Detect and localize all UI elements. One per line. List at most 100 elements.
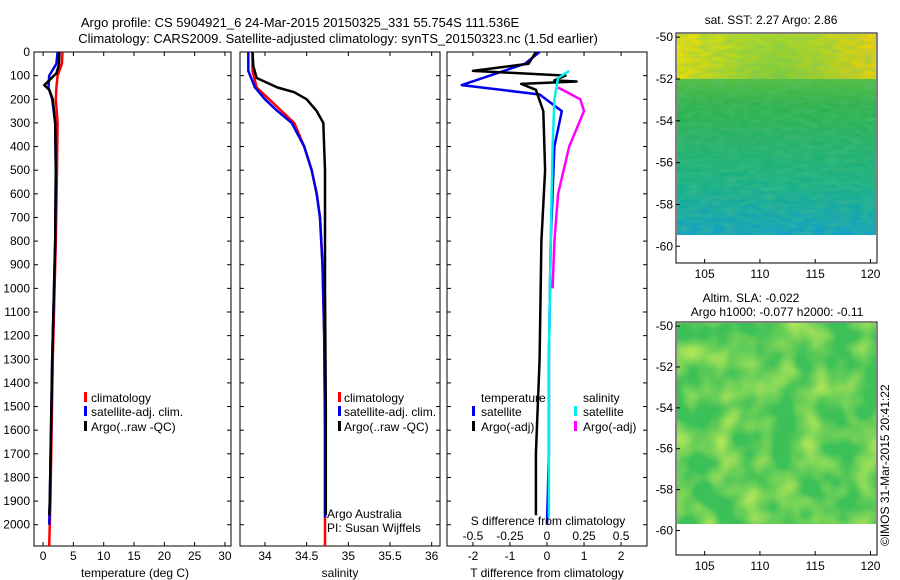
depth-tick-label: 700 (10, 210, 30, 224)
temperature-x-label: temperature (deg C) (81, 566, 189, 580)
series-line (251, 51, 328, 516)
series-line (551, 86, 586, 289)
depth-tick-label: 300 (10, 116, 30, 130)
depth-tick-label: 600 (10, 187, 30, 201)
depth-axis: 0 100 200 300 400 500 600 700 800 900 1000 1100 1200… (3, 45, 231, 532)
x-tick-label: 35.5 (378, 549, 402, 563)
lon-tick-label: 110 (750, 267, 769, 281)
argo-note-line-2: PI: Susan Wijffels (327, 521, 421, 535)
lat-tick-label: -54 (656, 401, 674, 415)
legend-swatch-sal-satellite (574, 406, 577, 416)
depth-tick-label: 1600 (3, 423, 30, 437)
legend-swatch-climatology (338, 392, 341, 402)
lat-tick-label: -58 (656, 197, 674, 211)
depth-tick-label: 500 (10, 163, 30, 177)
sst-field-texture (677, 34, 876, 235)
series-line (471, 51, 578, 516)
x-tick-label: 5 (70, 549, 77, 563)
x-tick-label: 15 (127, 549, 141, 563)
lon-tick-label: 120 (860, 559, 880, 573)
series-line (460, 51, 564, 525)
depth-tick-label: 1200 (3, 329, 30, 343)
sla-map-axes: 105 110 115 120 -50 -52 -54 -56 -58 -60 (656, 319, 881, 573)
legend-swatch-argo (84, 421, 87, 431)
difference-plot-frame (446, 51, 648, 547)
temperature-profile-lines (43, 51, 64, 547)
lon-tick-label: 105 (695, 559, 715, 573)
x-tick-label: 20 (158, 549, 172, 563)
lat-tick-label: -54 (656, 114, 674, 128)
x-tick-label: 0 (544, 549, 551, 563)
depth-tick-label: 1000 (3, 281, 30, 295)
salinity-x-label: salinity (322, 566, 359, 580)
salinity-profile-lines (247, 51, 328, 546)
x-tick-label: -1 (505, 549, 516, 563)
legend-swatch-temp-argo (472, 421, 475, 431)
difference-x-axis: -2 -1 0 1 2 (468, 52, 625, 563)
temperature-x-axis: 0 5 10 15 20 25 30 (40, 52, 232, 563)
x-tick-label: 10 (97, 549, 111, 563)
x-tick-label: 35 (342, 549, 356, 563)
lon-tick-label: 110 (750, 559, 769, 573)
legend-label-climatology: climatology (91, 391, 151, 405)
lat-tick-label: -52 (656, 72, 674, 86)
legend-swatch-temp-satellite (472, 406, 475, 416)
legend-header-temperature: temperature (481, 391, 546, 405)
legend-swatch-satellite (84, 406, 87, 416)
legend-swatch-argo (338, 421, 341, 431)
lat-tick-label: -58 (656, 483, 674, 497)
series-line (547, 69, 570, 518)
temperature-plot-frame (33, 51, 232, 547)
depth-tick-label: 2000 (3, 518, 30, 532)
x-tick-label: 30 (218, 549, 232, 563)
depth-tick-label: 800 (10, 234, 30, 248)
x-tick-label: 36 (425, 549, 439, 563)
depth-tick-label: 0 (23, 45, 30, 59)
sla-field-texture (677, 323, 876, 524)
legend-swatch-satellite (338, 406, 341, 416)
difference-depth-ticks (447, 51, 647, 526)
lat-tick-label: -50 (656, 30, 674, 44)
sla-map-title: Altim. SLA: -0.022 (703, 291, 800, 305)
argo-note-line-1: Argo Australia (327, 507, 402, 521)
legend-header-salinity: salinity (583, 391, 620, 405)
lat-tick-label: -50 (656, 319, 674, 333)
lat-tick-label: -60 (656, 523, 674, 537)
difference-panel: -2 -1 0 1 2 -0.5 -0.25 0 0.25 0.5 temperature sa… (446, 51, 648, 580)
legend-label-temp-satellite: satellite (481, 405, 522, 419)
salinity-x-axis: 34 34.5 35 35.5 36 (258, 52, 439, 563)
s-tick-label: -0.5 (463, 529, 484, 543)
sla-map-panel: Altim. SLA: -0.022 Argo h1000: -0.077 h2… (656, 291, 881, 573)
header-line-2: Climatology: CARS2009. Satellite-adjuste… (78, 31, 598, 46)
depth-tick-label: 1900 (3, 494, 30, 508)
legend-label-satellite: satellite-adj. clim. (344, 405, 436, 419)
depth-tick-label: 1700 (3, 447, 30, 461)
x-tick-label: 34 (258, 549, 272, 563)
legend-swatch-sal-argo (574, 421, 577, 431)
series-line (251, 52, 327, 546)
difference-legend: temperature salinity satellite Argo(-adj… (472, 391, 636, 434)
lat-tick-label: -60 (656, 239, 674, 253)
s-tick-label: 0.25 (572, 529, 596, 543)
legend-label-argo: Argo(..raw -QC) (91, 420, 176, 434)
salinity-plot-frame (239, 51, 441, 547)
depth-tick-label: 200 (10, 92, 30, 106)
header-line-1: Argo profile: CS 5904921_6 24-Mar-2015 2… (81, 15, 520, 30)
difference-profile-lines (460, 51, 586, 525)
x-tick-label: 25 (188, 549, 202, 563)
legend-label-argo: Argo(..raw -QC) (344, 420, 429, 434)
depth-tick-label: 400 (10, 140, 30, 154)
imos-timestamp: ©IMOS 31-Mar-2015 20:41:22 (878, 384, 892, 546)
depth-tick-label: 1500 (3, 400, 30, 414)
sst-map-panel: sat. SST: 2.27 Argo: 2.86 105 110 115 120 -5… (656, 13, 881, 281)
t-difference-label: T difference from climatology (470, 566, 624, 580)
lat-tick-label: -52 (656, 360, 674, 374)
lon-tick-label: 105 (695, 267, 715, 281)
series-line (43, 51, 61, 516)
s-difference-label: S difference from climatology (471, 514, 626, 528)
temperature-panel: 0100200300400500600700800900100011001200… (3, 45, 232, 580)
depth-tick-label: 1300 (3, 352, 30, 366)
depth-tick-label: 1400 (3, 376, 30, 390)
sst-map-title: sat. SST: 2.27 Argo: 2.86 (705, 13, 838, 27)
legend-swatch-climatology (84, 392, 87, 402)
